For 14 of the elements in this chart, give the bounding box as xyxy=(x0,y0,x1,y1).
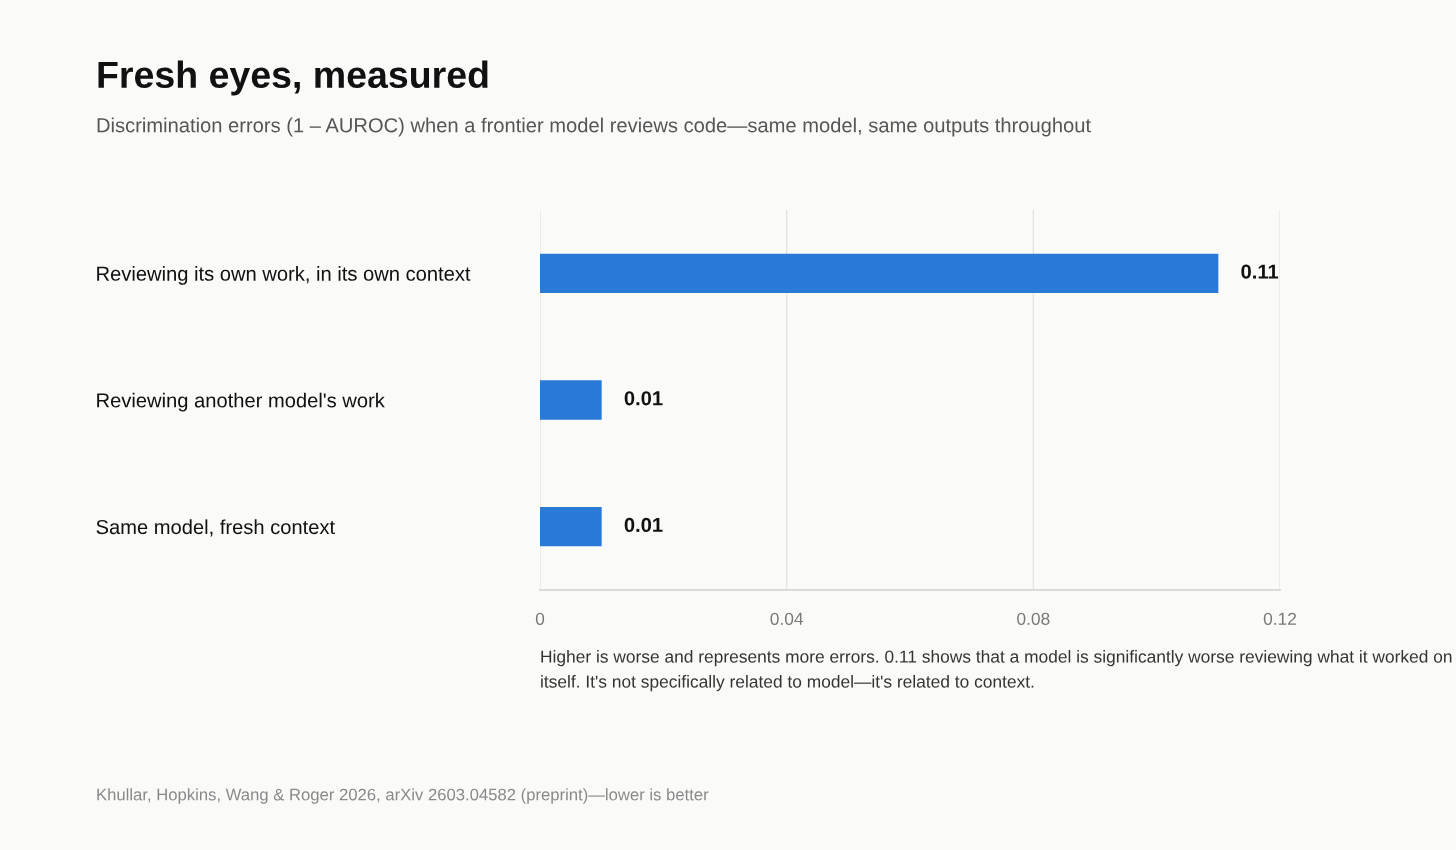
data-label: 0.01 xyxy=(624,517,663,533)
y-tick-label: Reviewing another model's work xyxy=(97,392,385,412)
chart-subtitle: Discrimination errors (1 – AUROC) when a frontier model reviews code—same model, same outputs throughout xyxy=(97,117,1091,137)
x-tick-label: 0.08 xyxy=(1017,612,1050,625)
text: Khullar, Hopkins, Wang & Roger 2026, arXiv 2603.04582 (preprint)—lower is better xyxy=(97,788,709,804)
y-tick-label: Same model, fresh context xyxy=(96,519,335,537)
x-tick-label: 0.12 xyxy=(1263,612,1297,625)
chart-title: Fresh eyes, measured xyxy=(98,60,488,96)
x-tick-label: 0 xyxy=(535,612,545,625)
y-tick-label: Reviewing its own work, in its own context xyxy=(97,266,471,285)
data-label: 0.11 xyxy=(1241,264,1279,279)
data-label: 0.01 xyxy=(624,391,663,406)
text: Higher is worse and represents more errors. 0.11 shows that a model is significantly worse reviewing what it worked on itself. It's not specifically related to model—it's related to context. xyxy=(541,650,1452,692)
x-tick-label: 0.04 xyxy=(770,612,804,625)
